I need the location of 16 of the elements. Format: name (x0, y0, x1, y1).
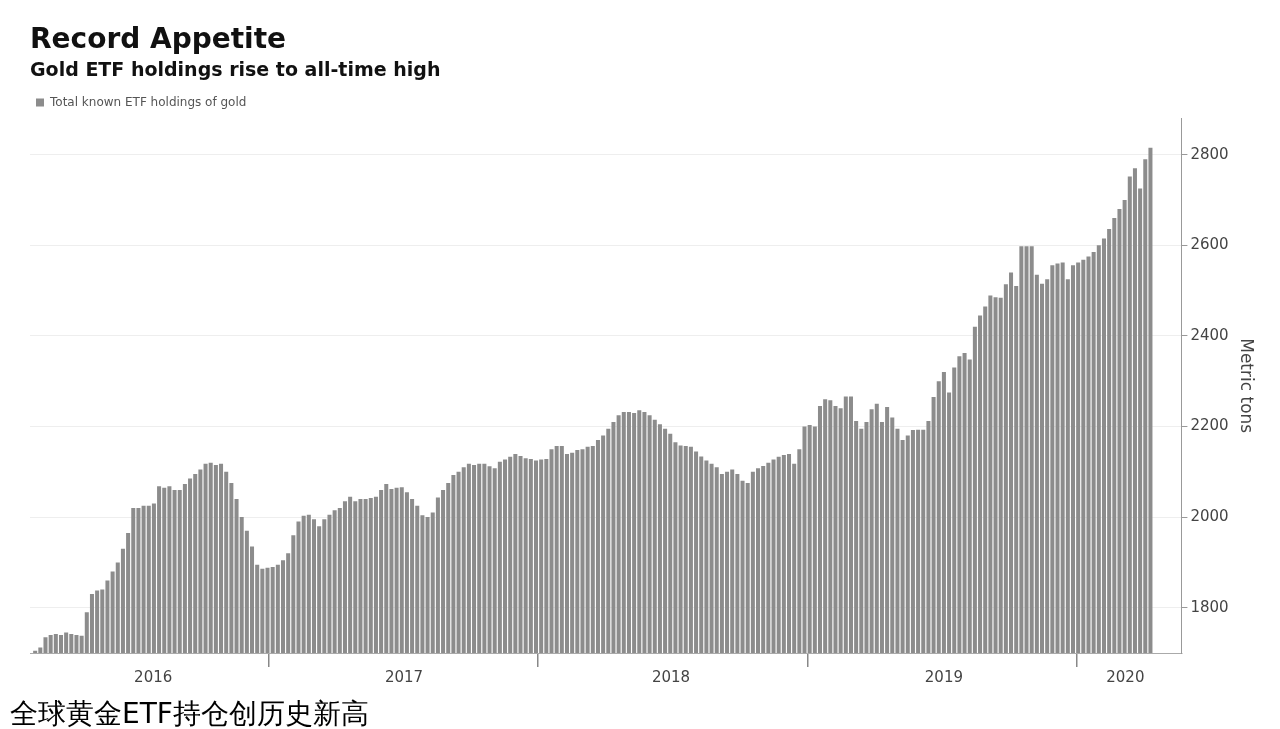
x-tick-label: 2020 (1106, 667, 1145, 686)
x-tick-label: 2018 (651, 667, 691, 686)
y-tick-label: 2600 (1190, 235, 1229, 254)
y-axis-title: Metric tons (1237, 338, 1258, 434)
chart-subtitle: Gold ETF holdings rise to all-time high (30, 57, 441, 80)
y-tick-label: 2200 (1190, 416, 1229, 435)
chart-title: Record Appetite (30, 22, 287, 56)
y-tick-label: 1800 (1190, 597, 1229, 616)
text: 全球黄金ETF持仓创历史新高 (10, 696, 369, 729)
legend-label: Total known ETF holdings of gold (49, 94, 247, 109)
x-tick-label: 2017 (384, 667, 424, 686)
y-tick-label: 2800 (1190, 144, 1229, 163)
x-tick-label: 2016 (134, 667, 173, 686)
y-tick-label: 2400 (1190, 325, 1229, 344)
x-tick-label: 2019 (924, 667, 964, 686)
y-tick-label: 2000 (1190, 506, 1229, 525)
